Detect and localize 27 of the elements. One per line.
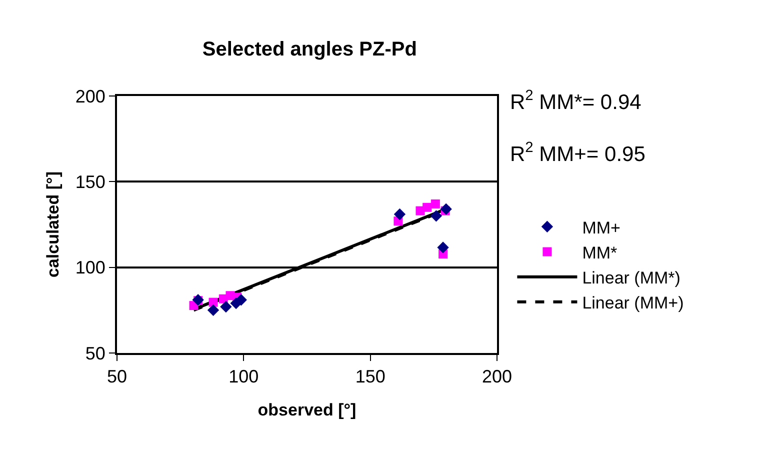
point [422, 202, 432, 212]
point [437, 242, 449, 254]
point [430, 199, 440, 208]
text: R$^{2}$ MM+= 0.95 [510, 140, 646, 166]
x-tick-label: 200 [482, 366, 512, 387]
y-tick-label: 200 [75, 86, 106, 106]
point [220, 300, 232, 313]
x-tick-label: 100 [228, 366, 259, 387]
y-axis-title: calculated [°] [43, 172, 62, 278]
legend-label: Linear (MM+) [582, 294, 684, 313]
legend-label: Linear (MM*) [582, 268, 680, 288]
y-tick-label: 150 [75, 172, 106, 192]
point [394, 208, 406, 220]
legend-label: MM* [582, 243, 618, 262]
y-tick-label: 50 [85, 343, 106, 364]
point [207, 304, 220, 316]
x-tick-label: 50 [106, 366, 128, 387]
point [440, 203, 452, 215]
point [235, 294, 247, 306]
point [208, 298, 218, 307]
y-tick-label: 100 [75, 258, 106, 278]
x-tick-label: 150 [355, 366, 386, 387]
point [430, 210, 442, 222]
x-axis-title: observed [°] [258, 400, 356, 420]
chart-title: Selected angles PZ-Pd [202, 38, 417, 60]
legend-label: MM+ [582, 218, 621, 238]
text: R$^{2}$ MM*= 0.94 [510, 88, 642, 114]
